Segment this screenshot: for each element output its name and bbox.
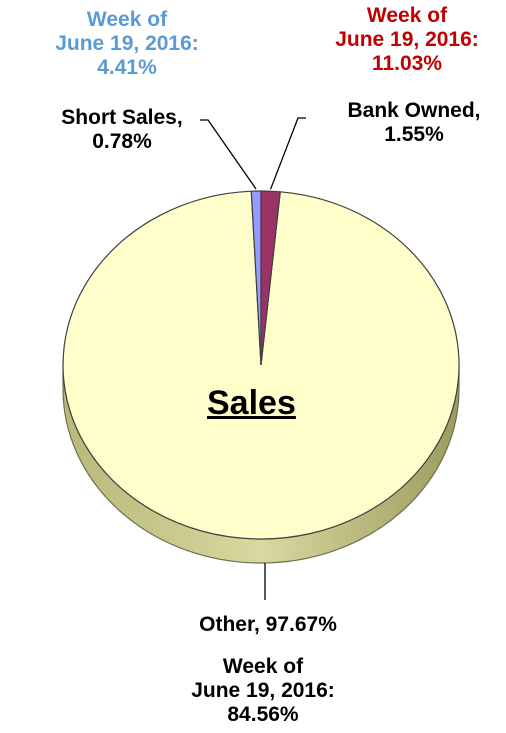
bank-owned-label: Bank Owned, 1.55% [347, 99, 481, 147]
chart-title: Sales [207, 384, 296, 422]
short-sales-prior-annotation: Week of June 19, 2016: 4.41% [55, 8, 199, 80]
slice-other [62, 190, 460, 540]
slice-bank-owned [260, 190, 281, 366]
other-label: Other, 97.67% [199, 613, 337, 636]
pie-top [62, 190, 460, 540]
short-sales-label: Short Sales, 0.78% [61, 106, 183, 154]
other-prior-annotation: Week of June 19, 2016: 84.56% [191, 655, 335, 727]
leader-bank-owned [269, 117, 306, 190]
bank-owned-prior-annotation: Week of June 19, 2016: 11.03% [335, 4, 479, 76]
leader-short-sales [200, 119, 257, 190]
leader-lines [200, 117, 306, 600]
